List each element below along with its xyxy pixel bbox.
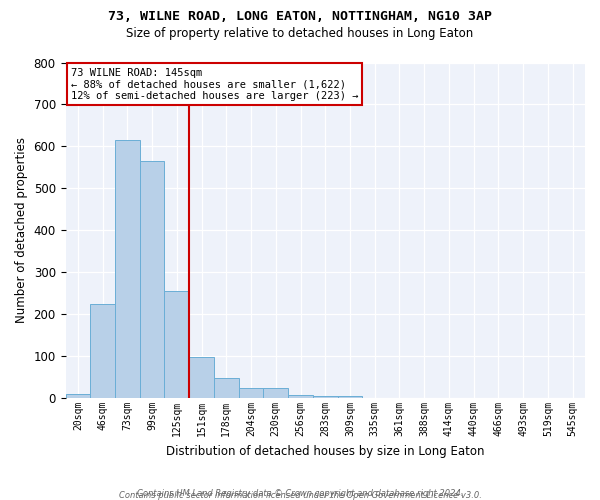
Text: Contains HM Land Registry data © Crown copyright and database right 2024.: Contains HM Land Registry data © Crown c… <box>137 488 463 498</box>
Bar <box>140 161 164 398</box>
Text: 73, WILNE ROAD, LONG EATON, NOTTINGHAM, NG10 3AP: 73, WILNE ROAD, LONG EATON, NOTTINGHAM, … <box>108 10 492 23</box>
Bar <box>115 140 140 398</box>
Bar <box>214 378 239 398</box>
Bar <box>65 394 90 398</box>
Bar <box>313 396 338 398</box>
Bar <box>338 396 362 398</box>
Bar <box>239 388 263 398</box>
Bar <box>263 388 288 398</box>
Text: Contains public sector information licensed under the Open Government Licence v3: Contains public sector information licen… <box>119 491 481 500</box>
Text: 73 WILNE ROAD: 145sqm
← 88% of detached houses are smaller (1,622)
12% of semi-d: 73 WILNE ROAD: 145sqm ← 88% of detached … <box>71 68 358 100</box>
Bar <box>189 358 214 398</box>
Y-axis label: Number of detached properties: Number of detached properties <box>15 138 28 324</box>
Bar <box>90 304 115 398</box>
X-axis label: Distribution of detached houses by size in Long Eaton: Distribution of detached houses by size … <box>166 444 485 458</box>
Bar <box>164 291 189 398</box>
Text: Size of property relative to detached houses in Long Eaton: Size of property relative to detached ho… <box>127 28 473 40</box>
Bar <box>288 395 313 398</box>
